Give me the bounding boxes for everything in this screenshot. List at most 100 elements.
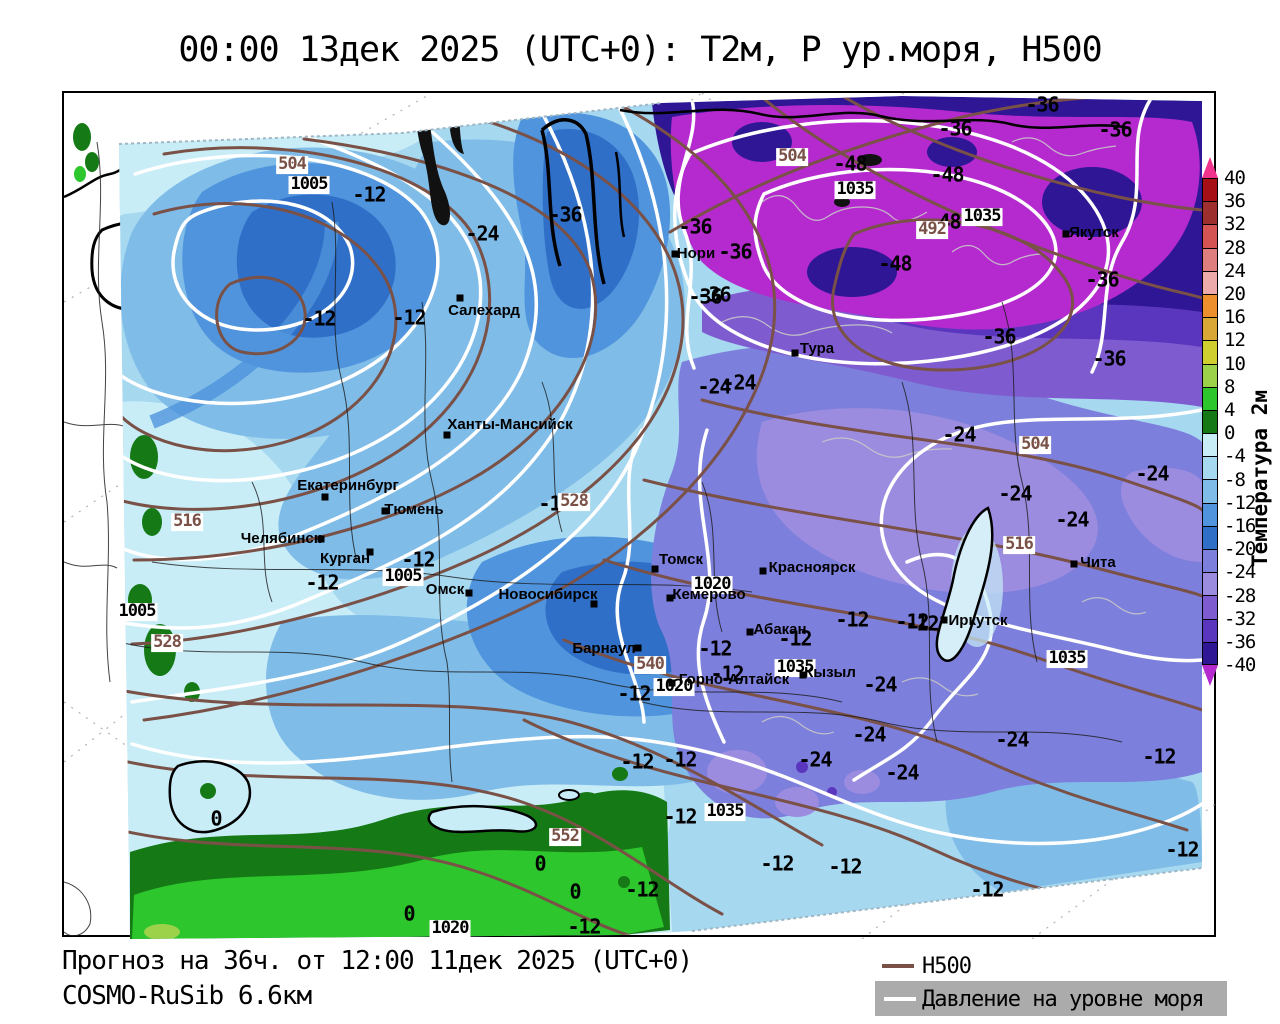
pressure-label: 1035: [962, 208, 1003, 226]
h500-label: 528: [151, 634, 183, 652]
colorbar-band: [1202, 526, 1218, 549]
city-dot: [466, 590, 473, 597]
temp-label: -36: [688, 287, 721, 308]
pressure-label: 1005: [117, 603, 158, 621]
temp-label: -12: [760, 854, 793, 875]
colorbar-band: [1202, 224, 1218, 247]
temp-label: -24: [798, 750, 831, 771]
city-label: Кызыл: [804, 665, 856, 681]
temp-label: -24: [697, 377, 730, 398]
city-dot: [669, 680, 676, 687]
temp-label: 0: [569, 882, 580, 903]
h500-label: 540: [634, 656, 666, 674]
temp-label: -36: [718, 242, 751, 263]
temp-label: -24: [998, 484, 1031, 505]
colorbar-tick-label: -8: [1224, 469, 1245, 491]
colorbar-tick-label: 12: [1224, 329, 1245, 351]
map-plot-area: -12 -12 -12 -24 -36 -36 -24 -12 -12 -12 -36 -36 -36 -…: [62, 91, 1216, 937]
colorbar-band: [1202, 201, 1218, 224]
temp-label: -48: [878, 254, 911, 275]
temp-label: -12: [1165, 840, 1198, 861]
city-label: Абакан: [753, 622, 806, 638]
colorbar-tick-label: 0: [1224, 422, 1234, 444]
colorbar-tick-label: -4: [1224, 445, 1245, 467]
temp-label: -24: [852, 725, 885, 746]
pressure-label: 1035: [705, 803, 746, 821]
city-label: Барнаул: [572, 641, 635, 657]
colorbar-band: [1202, 248, 1218, 271]
temp-label: -36: [938, 119, 971, 140]
temp-label: -12: [625, 880, 658, 901]
colorbar-title: Температура 2м: [1248, 390, 1272, 567]
temp-label: -24: [1135, 464, 1168, 485]
colorbar-band: [1202, 178, 1218, 201]
colorbar-band: [1202, 479, 1218, 502]
h500-label: 552: [549, 828, 581, 846]
city-label: Салехард: [448, 303, 520, 319]
colorbar-triangle-bottom: [1202, 665, 1218, 686]
h500-label: 516: [171, 513, 203, 531]
temp-label: -12: [905, 614, 938, 635]
temp-label: -36: [1092, 349, 1125, 370]
temp-label: -24: [942, 425, 975, 446]
colorbar-band: [1202, 340, 1218, 363]
temp-label: -12: [835, 610, 868, 631]
temp-label: -36: [1025, 95, 1058, 116]
temp-label: -24: [885, 763, 918, 784]
city-dot: [941, 617, 948, 624]
colorbar-band: [1202, 503, 1218, 526]
city-label: Курган: [320, 551, 370, 567]
temp-label: -12: [567, 917, 600, 938]
temp-label: -12: [698, 639, 731, 660]
city-label: Ханты-Мансийск: [447, 417, 572, 433]
city-label: Нори: [677, 246, 715, 262]
temp-label: -48: [930, 165, 963, 186]
colorbar-triangle-top: [1202, 157, 1218, 178]
city-dot: [760, 568, 767, 575]
model-info: COSMO-RuSib 6.6км: [62, 981, 311, 1011]
temp-label: 0: [534, 854, 545, 875]
colorbar-tick-label: 28: [1224, 237, 1245, 259]
colorbar-tick-label: 36: [1224, 190, 1245, 212]
colorbar-tick-label: 20: [1224, 283, 1245, 305]
temp-label: -12: [620, 752, 653, 773]
h500-label: 516: [1003, 536, 1035, 554]
colorbar-tick-label: 40: [1224, 167, 1245, 189]
temp-label: -12: [970, 880, 1003, 901]
city-label: Чита: [1080, 555, 1115, 571]
temp-label: -12: [1142, 747, 1175, 768]
pressure-label: 1005: [383, 568, 424, 586]
temp-label: -48: [833, 154, 866, 175]
city-dot: [652, 566, 659, 573]
h500-legend-label: H500: [922, 954, 971, 979]
temp-label: -12: [352, 185, 385, 206]
city-dot: [322, 494, 329, 501]
temp-label: -36: [548, 205, 581, 226]
pressure-legend-label: Давление на уровне моря: [922, 987, 1204, 1012]
colorbar-band: [1202, 294, 1218, 317]
colorbar-tick-label: -40: [1224, 654, 1255, 676]
temp-label: -36: [1098, 120, 1131, 141]
pressure-label: 1005: [289, 176, 330, 194]
weather-forecast-page: 00:00 13дек 2025 (UTC+0): Т2м, Р ур.моря…: [0, 0, 1280, 1024]
colorbar-tick-label: 4: [1224, 399, 1234, 421]
city-dot: [792, 350, 799, 357]
temp-label: -36: [1085, 270, 1118, 291]
pressure-legend-line: [884, 997, 916, 1001]
colorbar-tick-label: 8: [1224, 376, 1234, 398]
colorbar-band: [1202, 619, 1218, 642]
temp-label: -12: [305, 573, 338, 594]
pressure-label: 1035: [835, 181, 876, 199]
city-dot: [1071, 561, 1078, 568]
colorbar-band: [1202, 317, 1218, 340]
colorbar-band: [1202, 642, 1218, 665]
h500-label: 528: [558, 493, 590, 511]
colorbar-band: [1202, 387, 1218, 410]
city-label: Иркутск: [949, 613, 1008, 629]
temp-label: -36: [982, 327, 1015, 348]
temp-label: 0: [210, 809, 221, 830]
colorbar-band: [1202, 271, 1218, 294]
h500-label: 504: [276, 156, 308, 174]
pressure-label: 1035: [1047, 650, 1088, 668]
colorbar-tick-label: -36: [1224, 631, 1255, 653]
